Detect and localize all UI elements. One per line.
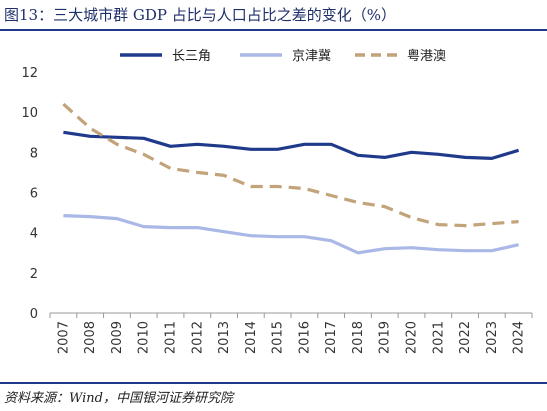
x-tick-label: 2018	[351, 321, 366, 354]
x-tick-label: 2024	[512, 321, 527, 354]
legend-label-1: 长三角	[172, 49, 211, 64]
x-tick-label: 2011	[164, 321, 179, 354]
chart-title: 图13：三大城市群 GDP 占比与人口占比之差的变化（%）	[4, 6, 396, 24]
x-tick-label: 2020	[405, 321, 420, 354]
y-tick-label: 6	[30, 187, 38, 202]
legend-label-2: 京津冀	[292, 48, 331, 64]
series-line-3	[62, 102, 519, 228]
y-tick-label: 0	[30, 307, 38, 322]
x-tick-label: 2007	[56, 321, 71, 354]
y-tick-label: 8	[30, 146, 38, 161]
x-tick-label: 2022	[458, 321, 473, 354]
x-tick-label: 2019	[378, 321, 393, 354]
x-tick-label: 2021	[431, 321, 446, 354]
y-tick-label: 12	[21, 66, 38, 81]
series-line-2	[63, 214, 519, 255]
x-tick-label: 2010	[137, 321, 152, 354]
x-tick-label: 2008	[83, 321, 98, 354]
x-tick-label: 2014	[244, 321, 259, 354]
source-note: 资料来源：Wind，中国银河证券研究院	[4, 391, 233, 406]
legend: 长三角 京津冀 粤港澳	[120, 48, 446, 64]
y-tick-label: 10	[21, 106, 38, 121]
x-tick-label: 2012	[190, 321, 205, 354]
series-line-1	[63, 130, 520, 160]
legend-label-3: 粤港澳	[407, 48, 446, 64]
y-tick-label: 2	[30, 267, 38, 282]
series-group	[62, 102, 520, 255]
axes: 0 2 4 6 8 10 12 2007 2008 2009 2010 2011 2012 2013 201…	[21, 66, 533, 354]
x-tick-label: 2017	[324, 321, 339, 354]
y-tick-label: 4	[30, 227, 38, 242]
x-tick-label: 2009	[110, 321, 125, 354]
x-tick-label: 2016	[297, 321, 312, 354]
footer-divider	[0, 382, 547, 384]
x-tick-label: 2013	[217, 321, 232, 354]
x-tick-label: 2023	[485, 321, 500, 354]
x-tick-label: 2015	[271, 321, 286, 354]
title-divider	[0, 29, 547, 31]
